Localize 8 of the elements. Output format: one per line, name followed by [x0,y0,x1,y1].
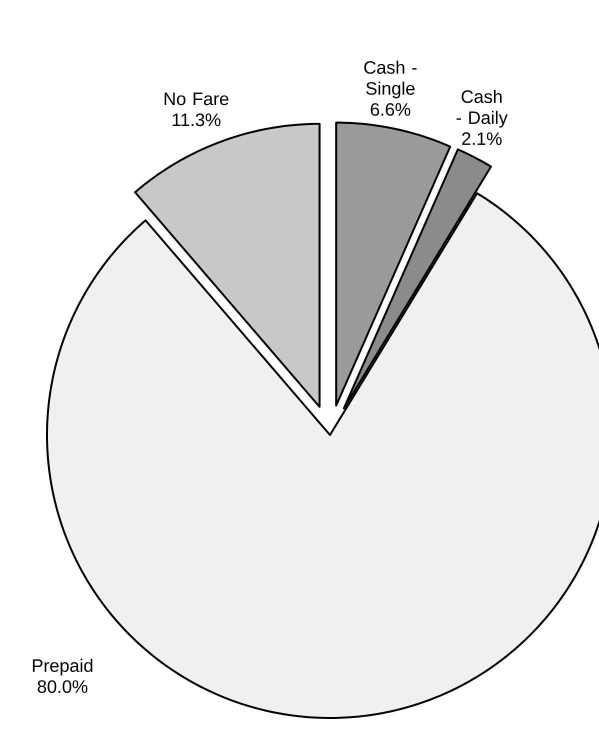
data-label: 11.3% [172,113,220,126]
data-label: 2.1% [462,132,502,145]
slice-label: Cash - Single [364,60,417,98]
slice-label: No Fare [164,92,228,106]
data-label: 6.6% [370,103,410,116]
data-label: 80.0% [38,680,88,693]
slice-label: Prepaid [32,658,92,676]
slice-label: Cash - Daily [456,90,508,128]
